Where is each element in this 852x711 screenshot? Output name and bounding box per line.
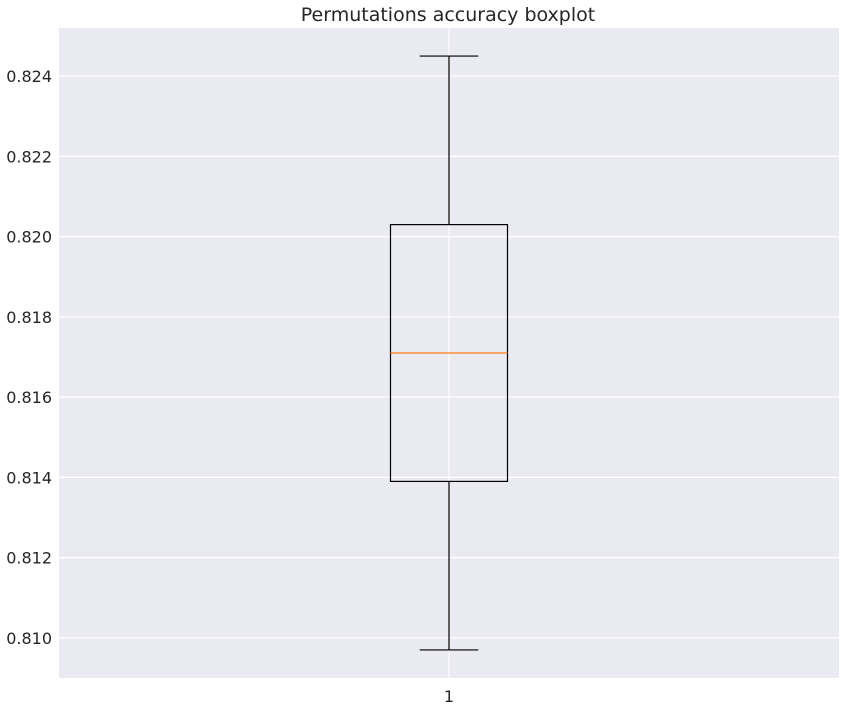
- y-tick-label: 0.824: [6, 67, 52, 86]
- y-tick-label: 0.812: [6, 549, 52, 568]
- y-axis-ticks: 0.810 0.812 0.814 0.816 0.818 0.820 0.822 0.824: [6, 67, 52, 648]
- x-tick-label: 1: [444, 687, 454, 706]
- chart-title: Permutations accuracy boxplot: [301, 4, 595, 26]
- y-tick-label: 0.822: [6, 147, 52, 166]
- x-axis-ticks: 1: [444, 687, 454, 706]
- y-tick-label: 0.810: [6, 629, 52, 648]
- y-tick-label: 0.816: [6, 388, 52, 407]
- y-tick-label: 0.814: [6, 468, 52, 487]
- y-tick-label: 0.818: [6, 308, 52, 327]
- box-marks: [389, 55, 509, 651]
- y-tick-label: 0.820: [6, 228, 52, 247]
